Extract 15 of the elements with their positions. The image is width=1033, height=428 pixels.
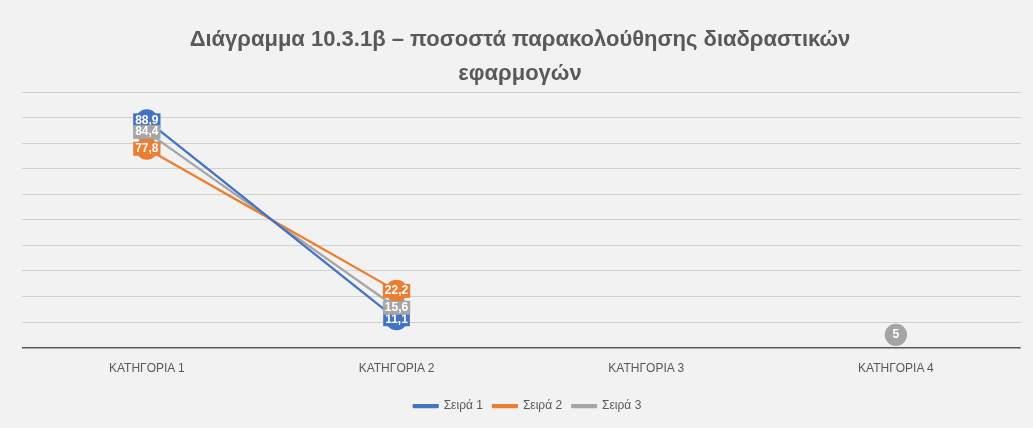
legend-label: Σειρά 3 — [602, 398, 642, 413]
chart-title: Διάγραμμα 10.3.1β – ποσοστά παρακολούθησης διαδραστικών εφαρμογών — [188, 25, 852, 87]
data-label: 11,1 — [385, 311, 409, 326]
data-label: 84,4 — [135, 124, 159, 139]
data-label: 15,6 — [384, 300, 409, 315]
data-label: 5 — [892, 327, 900, 342]
legend-label: Σειρά 2 — [522, 398, 563, 413]
data-label: 22,2 — [384, 283, 409, 298]
x-tick-label: ΚΑΤΗΓΟΡΙΑ 2 — [358, 361, 435, 376]
x-tick-label: ΚΑΤΗΓΟΡΙΑ 3 — [608, 361, 685, 376]
data-label: 88,9 — [135, 112, 159, 127]
x-tick-label: ΚΑΤΗΓΟΡΙΑ 4 — [858, 361, 935, 376]
legend-label: Σειρά 1 — [443, 398, 484, 413]
data-label: 77,8 — [135, 141, 159, 156]
x-tick-label: ΚΑΤΗΓΟΡΙΑ 1 — [108, 361, 186, 376]
